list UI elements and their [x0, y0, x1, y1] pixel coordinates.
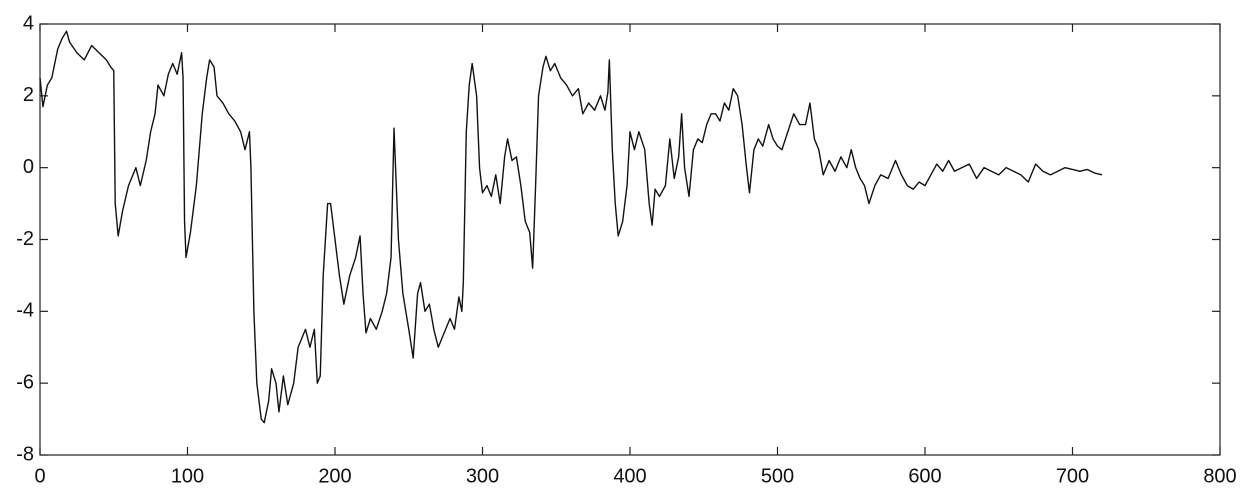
x-tick-label: 300	[466, 465, 499, 487]
y-tick-label: 0	[23, 156, 34, 178]
y-tick-label: -8	[16, 443, 34, 465]
y-tick-label: -2	[16, 228, 34, 250]
y-tick-label: -4	[16, 300, 34, 322]
x-tick-label: 800	[1203, 465, 1236, 487]
data-line	[39, 30, 1103, 424]
y-tick-label: -6	[16, 371, 34, 393]
y-tick-label: 4	[23, 12, 34, 34]
x-tick-label: 600	[908, 465, 941, 487]
x-tick-label: 400	[613, 465, 646, 487]
y-tick-label: 2	[23, 84, 34, 106]
plot-frame	[39, 23, 1221, 456]
x-tick-label: 200	[318, 465, 351, 487]
x-tick-label: 500	[761, 465, 794, 487]
x-tick-label: 700	[1056, 465, 1089, 487]
x-tick-label: 0	[34, 465, 45, 487]
x-tick-label: 100	[171, 465, 204, 487]
